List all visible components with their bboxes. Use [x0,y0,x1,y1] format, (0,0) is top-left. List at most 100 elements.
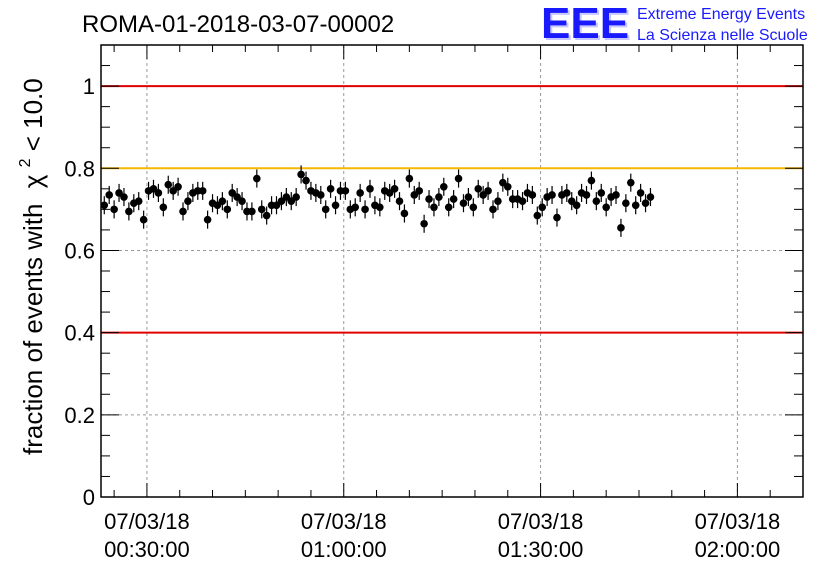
data-point [331,201,340,210]
brand-line-1: Extreme Energy Events [637,6,805,23]
data-point [582,191,591,199]
eee-logo-shadow: EEE [543,1,631,50]
data-point [548,191,556,199]
y-axis-label: fraction of events with χ 2 < 10.0 [6,78,48,455]
data-point [597,189,606,197]
data-point [636,189,645,197]
data-point [631,201,640,210]
y-axis-label-exponent: 2 [17,158,34,167]
data-point [469,203,478,212]
data-point [400,209,409,218]
data-point [100,201,109,210]
data-point [415,187,423,195]
data-point [262,211,271,220]
data-point [248,207,256,216]
data-point [253,174,261,183]
data-point [484,187,492,195]
x-tick-time: 02:00:00 [695,537,781,562]
data-point [439,182,448,191]
x-tick-date: 07/03/18 [104,509,190,534]
data-point [563,189,571,197]
x-tick-time: 01:30:00 [498,537,584,562]
chart-title: ROMA-01-2018-03-07-00002 [82,11,394,38]
data-point [533,211,542,220]
x-tick-date: 07/03/18 [695,509,781,534]
data-point [538,203,547,212]
data-point [420,219,428,228]
data-point [184,197,192,205]
data-point [592,197,601,205]
data-point [602,203,610,212]
grid [101,45,803,497]
data-point [134,197,143,205]
y-tick-label: 0 [83,485,95,510]
data-point [218,197,227,205]
data-point [366,185,374,193]
data-point [474,185,483,193]
data-point [553,213,561,222]
y-tick-label: 0.4 [64,321,95,346]
data-point [528,191,537,199]
axis-ticks [101,44,804,498]
data-point [105,191,114,199]
data-point [120,193,128,201]
eee-logo-text: EEE [541,0,629,48]
data-point [464,193,473,201]
data-point [622,199,630,207]
data-point [425,195,433,203]
data-point [356,189,364,197]
brand-line-2: La Scienza nelle Scuole [637,27,808,44]
data-point [139,215,148,224]
data-point [297,170,305,179]
data-point [390,185,399,193]
svg-text:fraction of events with: fraction of events with χ 2 < 10.0 [6,78,48,455]
data-point [572,201,581,210]
data-point [617,224,625,232]
x-tick-time: 00:30:00 [104,537,190,562]
data-point [405,174,414,183]
y-axis-label-threshold: < 10.0 [18,78,48,151]
data-point [395,197,404,205]
data-point [238,197,246,205]
data-point [203,215,212,224]
y-tick-label: 0.2 [64,403,95,428]
data-point [444,203,453,212]
y-axis-label-chi: χ [18,174,48,188]
data-point [376,203,384,212]
x-tick-labels: 07/03/18 00:30:00 07/03/18 01:00:00 07/03/18… [104,509,780,562]
data-point [612,191,620,199]
y-tick-label: 0.8 [64,156,95,181]
data-point [110,205,118,214]
data-point [494,197,502,205]
data-point [435,193,443,201]
x-tick-time: 01:00:00 [301,537,387,562]
data-point [646,193,655,201]
y-tick-label: 0.6 [64,238,95,263]
data-point [430,203,438,212]
data-point [351,203,360,212]
data-point [503,182,512,191]
data-point [316,191,325,199]
data-point [326,185,335,193]
data-point [164,180,173,189]
data-point [518,197,527,205]
data-point [159,203,168,212]
eee-logo: EEE EEE Extreme Energy Events La Scienza… [541,0,808,50]
data-point [641,199,650,207]
data-point [174,182,182,191]
plot-frame [100,44,804,498]
y-axis-label-main: fraction of events with [18,204,48,455]
data-point [257,205,266,214]
data-point [292,193,300,201]
data-points [100,165,655,237]
data-point [154,189,163,197]
data-point [361,205,369,214]
x-tick-date: 07/03/18 [498,509,584,534]
data-point [626,178,635,187]
y-tick-label: 1 [83,74,95,99]
data-point [125,207,133,216]
data-point [198,187,207,195]
data-point [179,207,187,216]
x-tick-date: 07/03/18 [301,509,387,534]
